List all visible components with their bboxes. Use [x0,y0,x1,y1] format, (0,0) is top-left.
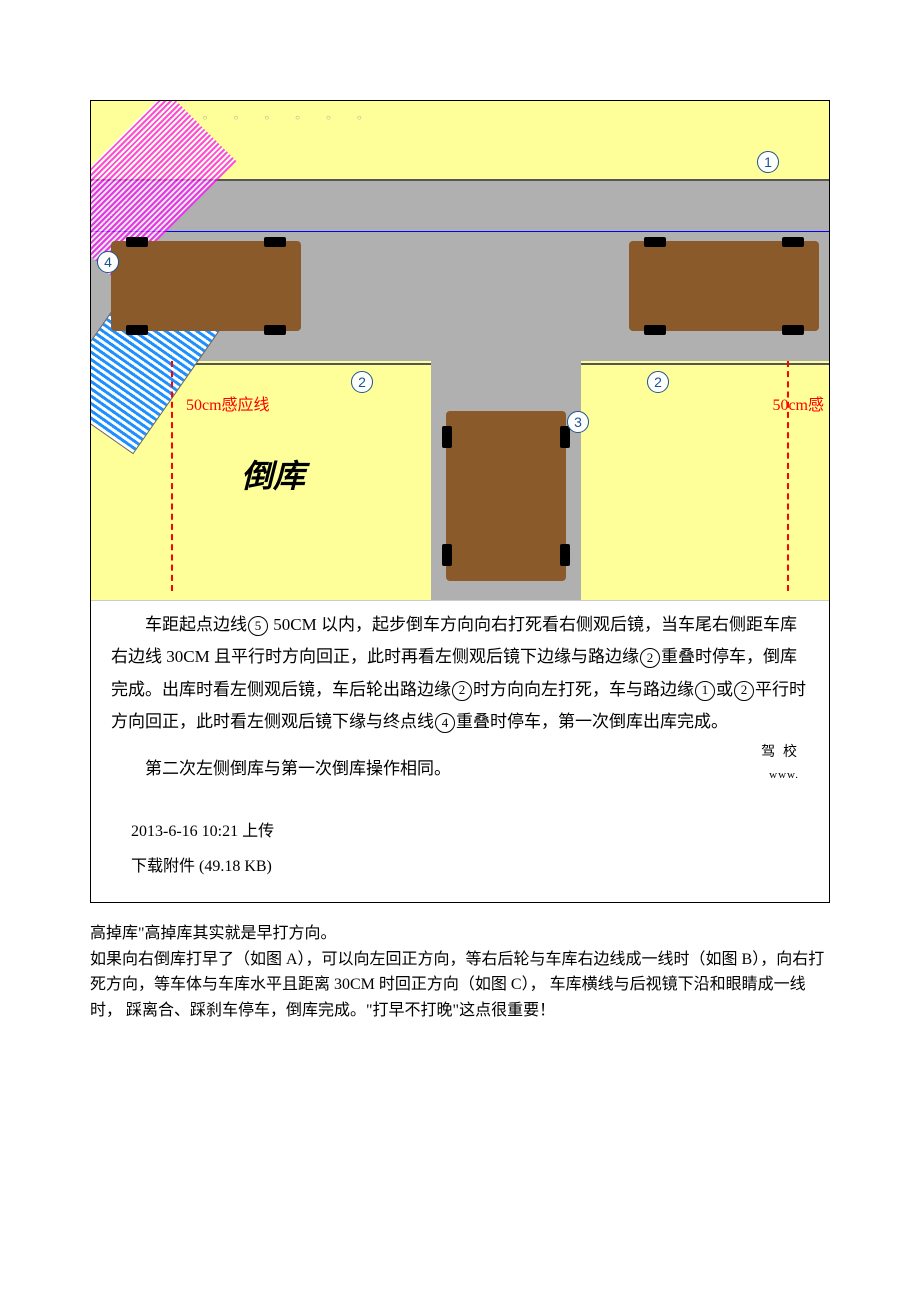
marker-2-left: 2 [351,371,373,393]
marker-2-right: 2 [647,371,669,393]
logo-url: www. [761,765,809,786]
document-page: ○ ○ ○ ○ ○ ○ ○ ○ 1 2 2 [90,100,830,903]
additional-notes: 高掉库"高掉库其实就是早打方向。 如果向右倒库打早了（如图 A），可以向左回正方… [0,903,920,1063]
note-line2: 如果向右倒库打早了（如图 A），可以向左回正方向，等右后轮与车库右边线成一线时（… [90,947,830,1024]
parking-diagram: ○ ○ ○ ○ ○ ○ ○ ○ 1 2 2 [91,101,829,601]
note-line1: 高掉库"高掉库其实就是早打方向。 [90,921,830,947]
upload-time: 2013-6-16 10:21 上传 [131,814,789,849]
car-start-position [629,241,819,331]
logo-text: 驾 校 [761,738,809,765]
instruction-p2: 第二次左侧倒库与第一次倒库操作相同。 [111,753,761,785]
guide-line [91,231,829,232]
sensor-label-left: 50cm感应线 [186,391,270,415]
meta-block: 2013-6-16 10:21 上传 下载附件 (49.18 KB) [91,796,829,902]
download-link[interactable]: 下载附件 (49.18 KB) [131,849,789,884]
marker-4: 4 [97,251,119,273]
marker-1: 1 [757,151,779,173]
sensor-line-left [171,361,173,591]
car-parked-position [446,411,566,581]
marker-3: 3 [567,411,589,433]
diagram-title: 倒库 [241,451,305,497]
instruction-p1: 车距起点边线5 50CM 以内，起步倒车方向向右打死看右侧观后镜，当车尾右侧距车… [111,609,809,738]
car-end-position [111,241,301,331]
instruction-text: 车距起点边线5 50CM 以内，起步倒车方向向右打死看右侧观后镜，当车尾右侧距车… [91,601,829,796]
sensor-label-right: 50cm感 [772,391,824,415]
